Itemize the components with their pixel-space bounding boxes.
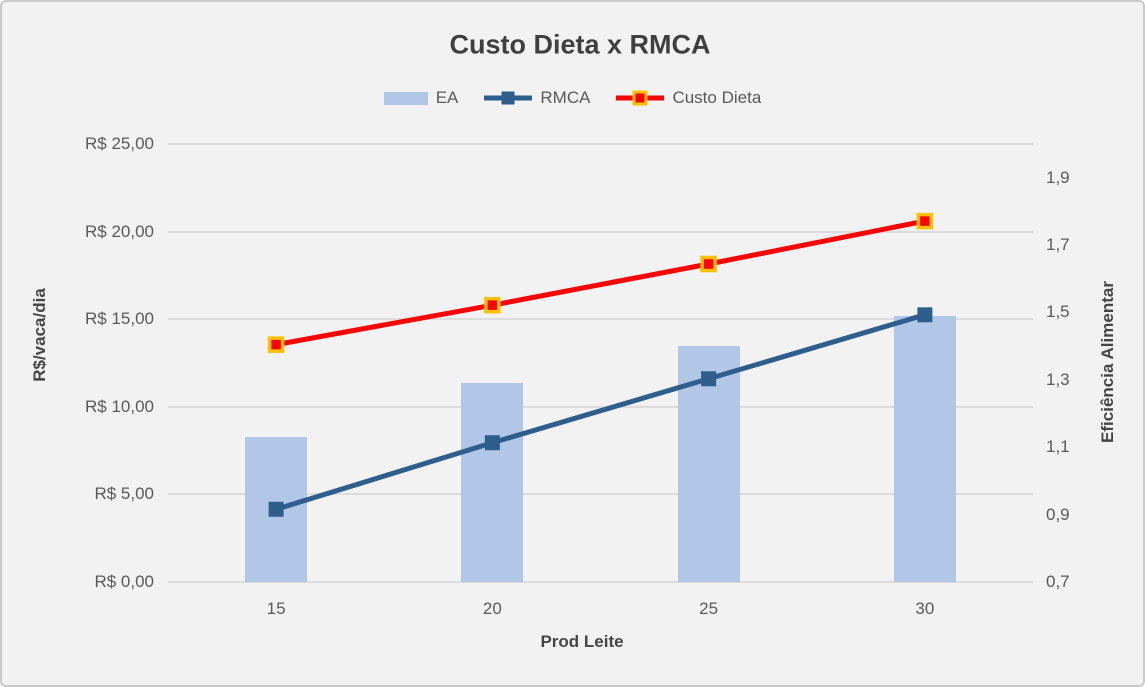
x-axis-tick-label: 25 <box>699 599 719 618</box>
right-axis-tick-label: 1,7 <box>1046 235 1070 255</box>
legend-item-ea: EA <box>383 88 459 108</box>
custo-dieta-marker <box>700 255 717 273</box>
right-axis-tick-label: 0,9 <box>1046 504 1070 524</box>
legend-marker <box>501 91 515 105</box>
right-axis-tick-label: 1,9 <box>1046 167 1070 187</box>
legend-line-swatch <box>616 89 665 107</box>
chart-title: Custo Dieta x RMCA <box>449 29 711 60</box>
x-axis-tick-label: 15 <box>266 599 286 618</box>
custo-dieta-line <box>275 218 926 348</box>
gridline <box>168 405 1033 408</box>
legend-line-swatch <box>484 89 533 107</box>
right-axis-tick-label: 1,1 <box>1046 437 1070 457</box>
custo-dieta-marker <box>484 296 501 314</box>
gridline <box>168 230 1033 233</box>
legend-label: RMCA <box>540 88 591 107</box>
rmca-marker <box>484 435 500 451</box>
left-axis-title: R$/vaca/dia <box>30 288 49 382</box>
left-axis-tick-label: R$ 0,00 <box>94 572 154 591</box>
right-axis-tick-label: 1,3 <box>1046 369 1070 389</box>
legend-label: EA <box>435 88 459 107</box>
left-axis-tick-label: R$ 15,00 <box>85 309 154 329</box>
legend-label: Custo Dieta <box>672 88 762 107</box>
bar-ea <box>461 383 524 582</box>
gridline <box>168 493 1033 496</box>
gridline <box>168 581 1033 583</box>
left-axis-tick-label: R$ 5,00 <box>94 484 154 504</box>
plot-area <box>168 143 1033 583</box>
right-axis-tick-label: 1,5 <box>1046 302 1070 322</box>
left-axis-tick-label: R$ 20,00 <box>85 221 154 241</box>
rmca-marker <box>701 371 717 387</box>
custo-dieta-marker <box>267 336 285 353</box>
custo-dieta-marker <box>916 212 934 230</box>
legend-marker <box>632 90 648 106</box>
x-axis-tick-label: 20 <box>482 599 502 618</box>
right-axis-tick-label: 0,7 <box>1046 572 1070 591</box>
gridline <box>168 318 1033 321</box>
legend-item-custo-dieta: Custo Dieta <box>616 88 761 108</box>
x-axis-title: Prod Leite <box>540 632 624 651</box>
x-axis-tick-label: 30 <box>915 599 935 618</box>
legend-bar-swatch <box>383 91 428 105</box>
bar-ea <box>893 315 956 582</box>
legend-item-rmca: RMCA <box>484 88 590 108</box>
rmca-marker <box>917 307 933 323</box>
gridline <box>168 143 1033 145</box>
line-series-layer <box>267 212 934 517</box>
left-axis-tick-label: R$ 25,00 <box>85 134 154 153</box>
right-axis-title: Eficiência Alimentar <box>1098 281 1117 443</box>
rmca-line <box>275 312 926 512</box>
left-axis-tick-label: R$ 10,00 <box>85 396 154 416</box>
legend: EA RMCA Custo Dieta <box>2 88 1143 108</box>
rmca-marker <box>268 501 284 517</box>
